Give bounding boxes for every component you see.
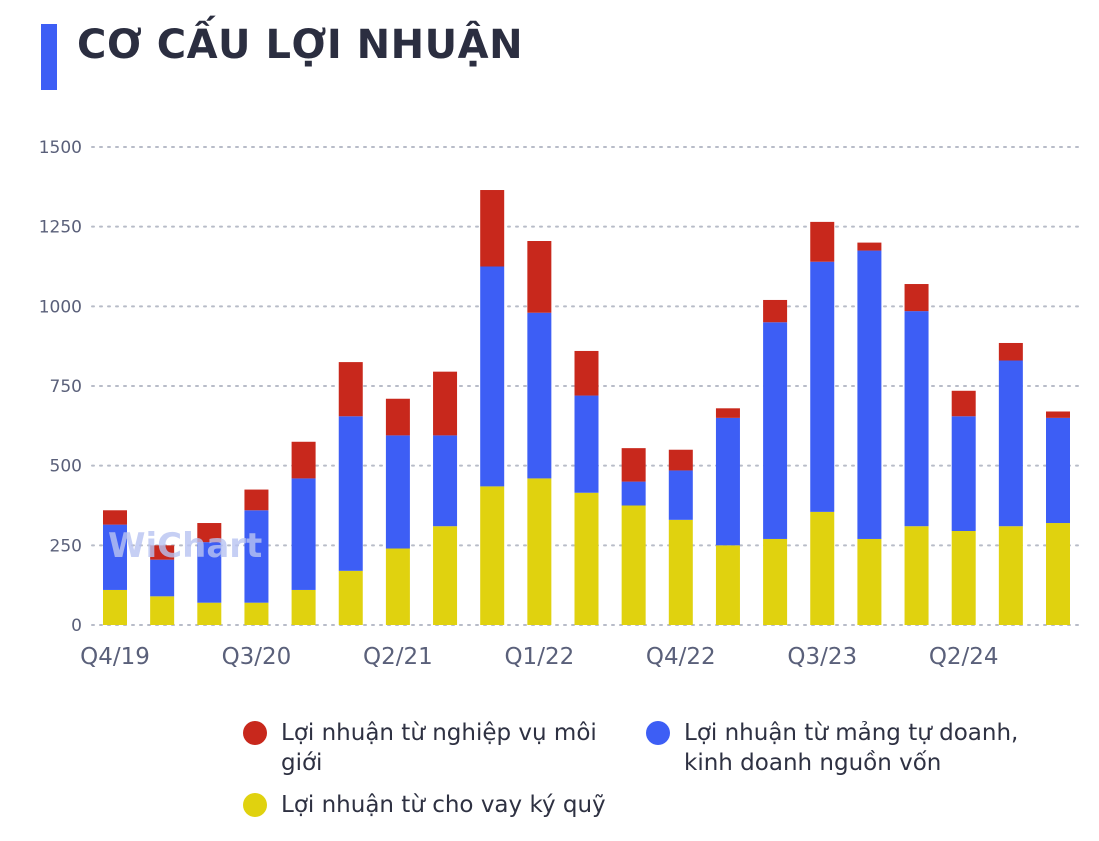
bar-segment-proprietary [998,360,1023,527]
bar-segment-proprietary [527,312,552,479]
bar-segment-brokerage [574,350,599,396]
stacked-bar-chart: 0 250 500 750 1000 1250 1500 Q4/19 Q3/20 Q2/21 Q1/… [39,138,1079,670]
bar-segment-margin [668,519,693,625]
legend-label-margin: Lợi nhuận từ cho vay ký quỹ [281,792,606,818]
bar-segment-margin [244,602,269,625]
bar-segment-proprietary [668,470,693,520]
bar-segment-proprietary [338,416,363,571]
bar-segment-proprietary [574,395,599,493]
bar-segment-brokerage [197,523,222,543]
bar-segment-proprietary [103,524,127,590]
x-tick-label: Q3/20 [222,644,292,670]
bar-segment-margin [197,602,222,625]
bar-segment-margin [480,486,505,625]
y-tick-label: 1500 [39,138,82,158]
bar-segment-brokerage [103,510,127,525]
x-tick-label: Q2/21 [363,644,433,670]
y-tick-label: 1250 [39,218,82,238]
bar-segment-margin [1046,523,1070,625]
bar-segment-proprietary [904,311,929,527]
bar-segment-brokerage [433,371,458,436]
x-tick-label: Q3/23 [787,644,857,670]
bar-segment-proprietary [951,416,976,531]
bar-segment-margin [150,596,175,625]
legend-item-brokerage: Lợi nhuận từ nghiệp vụ môi giới [243,718,623,778]
bar-segment-margin [904,526,929,625]
bar-segment-brokerage [668,449,693,471]
bar-segment-proprietary [1046,417,1070,524]
bar-segment-margin [763,538,788,625]
bar-segment-proprietary [763,322,788,539]
legend-item-margin: Lợi nhuận từ cho vay ký quỹ [243,790,663,820]
bar-segment-margin [951,530,976,625]
bar-segment-margin [385,548,410,625]
bar-segment-margin [527,478,552,625]
bar-segment-proprietary [150,559,175,597]
bar-segment-margin [715,545,740,625]
bar-segment-brokerage [810,221,835,262]
legend-swatch-brokerage [243,721,267,745]
bar-segment-brokerage [291,441,316,479]
bar-segment-margin [433,526,458,625]
y-tick-label: 250 [50,536,82,556]
bar-segment-brokerage [338,362,363,417]
bar-segment-margin [574,492,599,625]
bar-segment-proprietary [621,481,646,506]
bar-segment-brokerage [1046,411,1070,418]
legend-item-proprietary: Lợi nhuận từ mảng tự doanh, kinh doanh n… [646,718,1046,778]
bar-segment-margin [291,589,316,625]
x-tick-label: Q4/19 [80,644,150,670]
bar-segment-proprietary [197,542,222,603]
bar-segment-brokerage [715,408,740,418]
legend-swatch-proprietary [646,721,670,745]
bar-segment-brokerage [150,545,175,560]
bar-segment-proprietary [480,266,505,487]
bar-segment-margin [810,511,835,625]
bar-segment-brokerage [244,489,269,511]
bar-segment-brokerage [621,448,646,482]
bar-segment-proprietary [715,417,740,546]
legend-swatch-margin [243,793,267,817]
title-accent-bar [41,24,57,90]
bar-segment-proprietary [810,261,835,512]
bar-segment-margin [857,538,882,625]
y-tick-label: 750 [50,377,82,397]
chart-title: CƠ CẤU LỢI NHUẬN [77,22,524,68]
y-tick-label: 500 [50,457,82,477]
bar-segment-brokerage [904,284,929,312]
bar-segment-brokerage [951,390,976,417]
bar-segment-proprietary [857,250,882,539]
bar-segment-margin [338,570,363,625]
legend-label-brokerage: Lợi nhuận từ nghiệp vụ môi giới [281,720,597,776]
bar-segment-proprietary [385,435,410,549]
x-tick-label: Q4/22 [646,644,716,670]
bar-segment-margin [621,505,646,625]
bar-segment-proprietary [291,478,316,590]
y-tick-label: 1000 [39,297,82,317]
bar-segment-brokerage [480,190,505,267]
bar-segment-brokerage [857,242,882,251]
y-tick-label: 0 [71,616,82,636]
bar-segment-brokerage [763,299,788,323]
x-tick-label: Q1/22 [504,644,574,670]
bar-segment-brokerage [385,398,410,436]
bar-segment-proprietary [244,510,269,603]
bar-segment-margin [103,589,127,625]
watermark-logo: WiChart [108,526,263,566]
x-tick-label: Q2/24 [929,644,999,670]
bar-segment-brokerage [527,241,552,313]
bar-segment-brokerage [998,342,1023,361]
bar-segment-margin [998,526,1023,625]
bar-segment-proprietary [433,435,458,527]
legend-label-proprietary: Lợi nhuận từ mảng tự doanh, kinh doanh n… [684,720,1019,776]
